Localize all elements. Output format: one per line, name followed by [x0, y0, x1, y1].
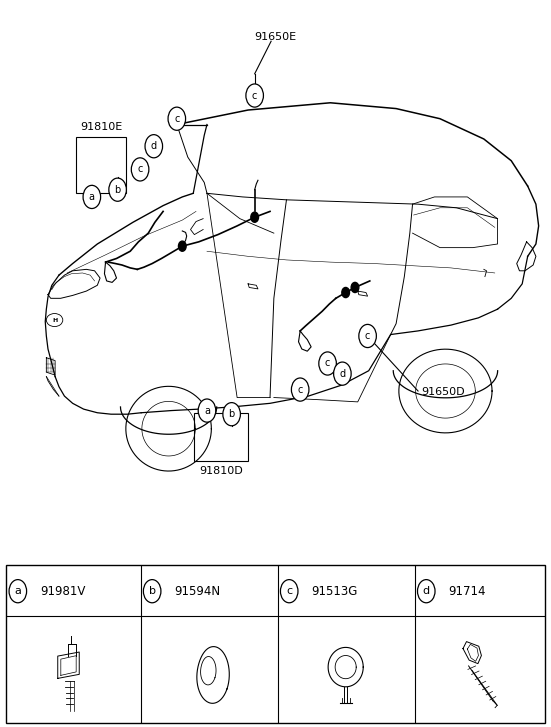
Circle shape: [359, 324, 376, 348]
Circle shape: [251, 212, 258, 222]
Text: c: c: [174, 113, 180, 124]
Circle shape: [83, 185, 101, 209]
Text: c: c: [252, 91, 257, 100]
Text: c: c: [286, 586, 292, 596]
Circle shape: [351, 282, 359, 292]
Circle shape: [342, 287, 349, 297]
Circle shape: [418, 579, 435, 603]
Text: 91513G: 91513G: [311, 585, 358, 598]
Text: d: d: [423, 586, 430, 596]
Circle shape: [179, 241, 186, 252]
Circle shape: [246, 84, 263, 107]
Text: 91981V: 91981V: [40, 585, 85, 598]
Circle shape: [280, 579, 298, 603]
Circle shape: [109, 178, 126, 201]
Circle shape: [333, 362, 351, 385]
Circle shape: [143, 579, 161, 603]
Circle shape: [198, 399, 216, 422]
Text: 91810E: 91810E: [80, 121, 123, 132]
Text: a: a: [14, 586, 21, 596]
Text: c: c: [325, 358, 330, 369]
Circle shape: [145, 134, 163, 158]
Text: c: c: [365, 331, 370, 341]
Text: a: a: [89, 192, 95, 202]
Text: b: b: [115, 185, 121, 195]
Text: 91810D: 91810D: [199, 466, 243, 476]
Text: c: c: [137, 164, 143, 174]
Circle shape: [168, 107, 186, 130]
Circle shape: [9, 579, 26, 603]
Text: b: b: [149, 586, 155, 596]
Text: a: a: [204, 406, 210, 416]
Text: 91650E: 91650E: [255, 32, 296, 42]
Circle shape: [319, 352, 336, 375]
Text: 91650D: 91650D: [421, 387, 464, 398]
Text: b: b: [229, 409, 235, 419]
Text: c: c: [298, 385, 303, 395]
Text: H: H: [52, 318, 57, 323]
Circle shape: [291, 378, 309, 401]
Text: d: d: [339, 369, 345, 379]
Circle shape: [223, 403, 240, 426]
Text: d: d: [151, 141, 157, 151]
Text: 91714: 91714: [448, 585, 485, 598]
Text: 91594N: 91594N: [174, 585, 220, 598]
Circle shape: [131, 158, 149, 181]
